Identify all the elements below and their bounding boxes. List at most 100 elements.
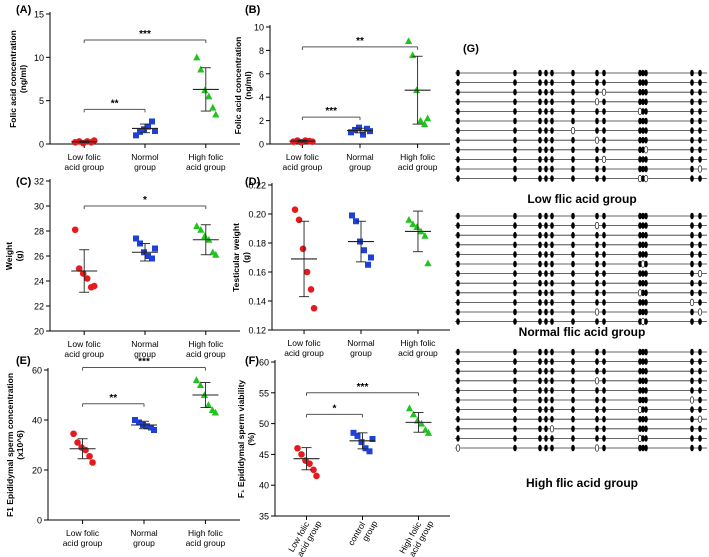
methylated-site — [641, 98, 645, 106]
data-point — [313, 472, 320, 480]
methylated-site — [456, 146, 460, 154]
data-point — [294, 444, 301, 452]
methylated-site — [544, 279, 548, 287]
methylated-site — [698, 377, 702, 385]
methylated-site — [602, 406, 606, 413]
data-point — [368, 254, 374, 261]
methylated-site — [550, 175, 554, 182]
methylated-site — [690, 415, 694, 423]
methylated-site — [638, 127, 642, 134]
methylated-site — [550, 415, 554, 423]
y-axis-label-line: (x10^6) — [15, 430, 25, 460]
methylated-site — [571, 358, 575, 365]
methylated-site — [544, 318, 548, 325]
methylated-site — [571, 308, 575, 316]
methylated-site — [638, 156, 642, 163]
data-point — [196, 381, 205, 388]
methylated-site — [698, 79, 702, 86]
methylated-site — [602, 108, 606, 115]
methylated-site — [513, 358, 517, 365]
methylated-site — [544, 260, 548, 268]
chart-panel-g: (G) Low flic acid group Normal flic acid g… — [455, 43, 707, 490]
methylated-site — [690, 387, 694, 394]
methylated-site — [595, 260, 599, 268]
methylated-site — [698, 396, 702, 404]
methylated-site — [595, 241, 599, 249]
methylated-site — [638, 444, 642, 452]
methylated-site — [571, 415, 575, 423]
methylated-site — [456, 406, 460, 413]
methylated-site — [690, 358, 694, 365]
data-point — [421, 231, 429, 239]
methylated-site — [638, 387, 642, 394]
methylated-site — [571, 108, 575, 115]
methylated-site — [595, 387, 599, 394]
unmethylated-site — [601, 155, 607, 163]
methylated-site — [602, 367, 606, 375]
methylated-site — [513, 241, 517, 249]
y-axis-label-line: (%) — [246, 432, 256, 445]
methylated-site — [641, 79, 645, 86]
methylated-site — [638, 358, 642, 365]
methylated-site — [698, 222, 702, 229]
y-axis-label: Folic acid concentration(ng/ml) — [233, 37, 253, 135]
methylated-site — [602, 79, 606, 86]
y-axis-label-line: F₁ Epididymal sperm viability — [236, 380, 246, 499]
methylated-site — [644, 279, 648, 287]
significance-label: ** — [356, 36, 364, 47]
methylated-site — [690, 136, 694, 144]
methylated-site — [595, 415, 599, 423]
methylated-site — [638, 396, 642, 404]
data-point — [152, 245, 158, 252]
methylated-site — [690, 367, 694, 375]
methylated-site — [690, 425, 694, 433]
methylated-site — [550, 79, 554, 86]
methylated-site — [690, 127, 694, 134]
panel-tag: (E) — [16, 355, 31, 367]
methylated-site — [550, 435, 554, 442]
methylated-site — [538, 127, 542, 134]
data-point — [201, 232, 209, 239]
methylated-site — [690, 222, 694, 229]
methylated-site — [595, 406, 599, 413]
data-point — [149, 118, 155, 125]
y-axis-label-line: (ng/ml) — [243, 71, 253, 99]
data-point — [197, 65, 205, 73]
methylated-site — [641, 415, 645, 423]
methylated-site — [550, 88, 554, 96]
methylated-site — [641, 108, 645, 115]
methylated-site — [544, 308, 548, 316]
y-tick-label: 10 — [34, 53, 44, 63]
methylated-site — [538, 358, 542, 365]
data-point — [424, 429, 433, 436]
methylated-site — [544, 79, 548, 86]
methylated-site — [644, 358, 648, 365]
methylated-site — [571, 299, 575, 306]
methylated-site — [513, 367, 517, 375]
x-tick-label: Normal — [347, 338, 375, 348]
methylated-site — [456, 156, 460, 163]
data-point — [365, 261, 371, 268]
unmethylated-site — [455, 444, 461, 452]
methylated-site — [544, 367, 548, 375]
x-tick-label: High folic — [188, 152, 224, 162]
x-tick-label: High folic — [188, 528, 224, 538]
methylated-site — [571, 387, 575, 394]
y-tick-label: 60 — [32, 366, 42, 376]
methylated-site — [595, 270, 599, 277]
data-point — [306, 460, 313, 467]
methylated-site — [456, 79, 460, 86]
methylated-site — [571, 444, 575, 452]
methylated-site — [638, 348, 642, 356]
methylated-site — [513, 127, 517, 134]
data-point — [409, 410, 418, 418]
data-point — [349, 212, 355, 219]
y-tick-label: 28 — [34, 227, 44, 237]
data-point — [136, 419, 142, 426]
data-point — [350, 429, 357, 436]
data-point — [310, 466, 317, 474]
data-point — [205, 92, 213, 100]
methylated-site — [550, 241, 554, 249]
data-point — [409, 51, 417, 59]
